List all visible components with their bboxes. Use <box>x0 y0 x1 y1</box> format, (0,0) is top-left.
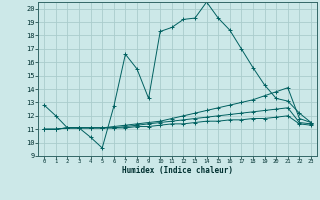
X-axis label: Humidex (Indice chaleur): Humidex (Indice chaleur) <box>122 166 233 175</box>
